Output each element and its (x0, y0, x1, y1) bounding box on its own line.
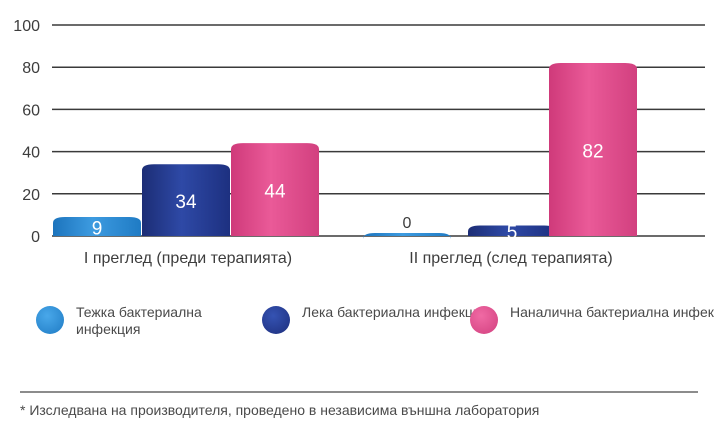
legend-swatch-none (470, 306, 498, 334)
bar-mild-second (468, 225, 556, 236)
bar-none-first (231, 143, 319, 236)
value-label: 34 (175, 192, 197, 213)
value-label: 5 (507, 223, 518, 244)
bar-chart: 0 20 40 60 80 100 9 0 34 5 44 82 I преглед (преди … (13, 18, 705, 267)
y-tick-label: 20 (22, 187, 40, 204)
legend-swatch-severe (36, 306, 64, 334)
legend-swatch-mild (262, 306, 290, 334)
bar-mild-first (142, 164, 230, 236)
bar-severe-second (363, 233, 451, 239)
x-tick-label: II преглед (след терапията) (409, 250, 612, 267)
y-tick-label: 40 (22, 145, 40, 162)
footnote-divider (20, 391, 698, 393)
legend-label-severe: Тежка бактериална инфекция (76, 304, 202, 337)
y-tick-label: 60 (22, 102, 40, 119)
bar-severe-first (53, 217, 141, 236)
legend-label-none: Наналична бактериална инфекция (510, 304, 714, 320)
y-tick-label: 80 (22, 60, 40, 77)
bar-none-second (549, 62, 637, 237)
x-tick-label: I преглед (преди терапията) (84, 250, 292, 267)
value-label: 0 (403, 215, 412, 232)
value-label: 82 (582, 141, 603, 162)
value-label: 9 (92, 219, 103, 240)
value-label: 44 (264, 182, 286, 203)
legend-label-mild: Лека бактериална инфекция (302, 304, 489, 320)
footnote: * Изследвана на производителя, проведено… (20, 402, 540, 418)
y-tick-label: 0 (31, 229, 40, 246)
y-tick-label: 100 (13, 18, 40, 35)
